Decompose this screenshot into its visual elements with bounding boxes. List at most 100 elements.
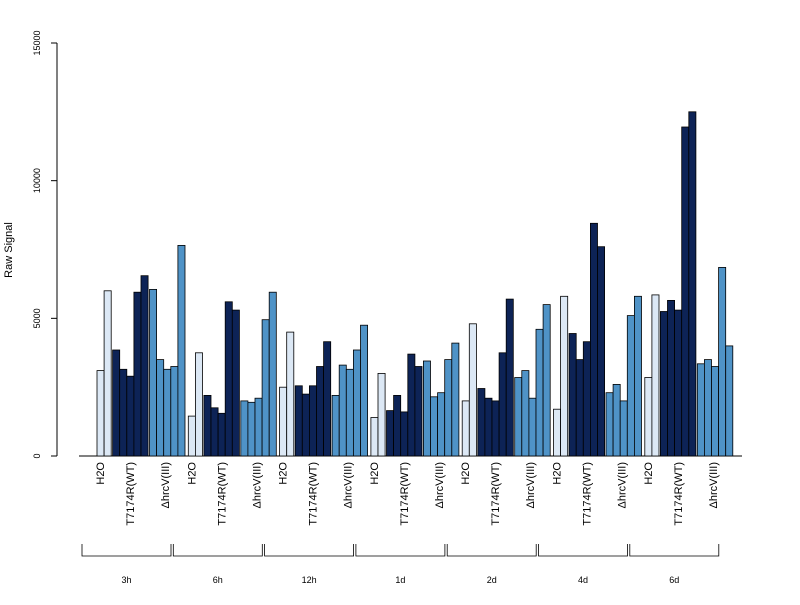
time-label: 1d [395, 575, 405, 585]
x-group-label: ΔhrcV(III) [343, 462, 355, 508]
bar-1d-hrcv-2 [430, 396, 438, 457]
x-group-label: T7174R(WT) [490, 462, 502, 526]
bar-2d-wt-2 [484, 397, 493, 457]
time-cluster-6d [644, 111, 734, 457]
bar-4d-hrcv-2 [612, 383, 621, 457]
bar-3h-wt-3 [126, 375, 135, 457]
bar-6h-h2o-1 [187, 415, 196, 457]
bar-6d-hrcv-3 [711, 366, 719, 457]
x-group-label: H2O [552, 462, 564, 485]
time-bracket [446, 544, 537, 557]
time-label: 6h [213, 575, 223, 585]
time-bracket [172, 544, 263, 557]
bar-2d-h2o-2 [468, 323, 477, 457]
bar-6d-wt-2 [667, 299, 675, 457]
bar-6h-hrcv-4 [261, 319, 270, 457]
bar-1d-wt-4 [407, 353, 416, 457]
bar-4d-wt-4 [590, 222, 598, 457]
bar-1d-wt-2 [393, 394, 402, 457]
time-cluster-6h [187, 291, 277, 457]
bar-2d-hrcv-2 [521, 370, 530, 457]
bar-4d-hrcv-4 [626, 315, 635, 457]
bar-12h-hrcv-5 [360, 324, 368, 457]
x-group-label: H2O [369, 462, 381, 485]
bar-6d-h2o-2 [651, 294, 660, 457]
bar-3h-h2o-2 [103, 290, 112, 457]
bar-6h-wt-5 [231, 309, 240, 457]
time-label: 4d [578, 575, 588, 585]
bar-2d-hrcv-4 [535, 328, 544, 457]
time-label: 3h [121, 575, 131, 585]
bar-3h-wt-4 [133, 291, 142, 457]
time-cluster-12h [279, 324, 368, 457]
bar-12h-h2o-2 [286, 331, 295, 457]
bar-6d-hrcv-5 [725, 345, 734, 457]
bar-12h-wt-3 [308, 385, 317, 457]
bar-layer [96, 111, 734, 457]
bar-6d-hrcv-1 [696, 363, 705, 457]
time-label: 6d [669, 575, 679, 585]
x-group-label: ΔhrcV(III) [434, 462, 446, 508]
y-tick-label: 15000 [32, 30, 42, 55]
x-group-label: ΔhrcV(III) [160, 462, 172, 508]
time-bracket [629, 544, 720, 557]
time-bracket [355, 544, 446, 557]
y-axis-label: Raw Signal [3, 222, 15, 278]
bar-6h-hrcv-2 [247, 401, 256, 457]
bar-6h-h2o-2 [194, 352, 203, 457]
bar-2d-wt-5 [505, 298, 514, 457]
bar-6h-hrcv-1 [240, 400, 249, 457]
x-group-label: ΔhrcV(III) [617, 462, 629, 508]
bar-6h-wt-4 [224, 301, 233, 457]
time-cluster-1d [370, 342, 460, 457]
bar-3h-h2o-1 [96, 370, 105, 457]
x-group-label: H2O [643, 462, 655, 485]
bar-12h-hrcv-4 [352, 349, 361, 457]
bar-3h-hrcv-4 [170, 366, 179, 457]
bar-12h-wt-2 [301, 393, 310, 457]
bar-3h-hrcv-3 [163, 368, 172, 457]
bar-2d-wt-1 [477, 388, 486, 457]
x-group-label: H2O [95, 462, 107, 485]
bar-12h-wt-4 [316, 366, 324, 457]
bar-6d-hrcv-2 [704, 359, 712, 457]
bar-2d-hrcv-1 [514, 377, 523, 457]
bar-4d-h2o-2 [560, 295, 569, 457]
bar-3h-wt-1 [112, 349, 121, 457]
x-group-label: ΔhrcV(III) [525, 462, 537, 508]
bar-1d-hrcv-1 [422, 360, 431, 457]
bar-6h-wt-3 [217, 412, 226, 457]
x-group-label: T7174R(WT) [125, 462, 137, 526]
time-bracket [264, 544, 354, 557]
bar-2d-wt-3 [491, 400, 500, 457]
bar-6d-wt-5 [688, 111, 697, 457]
bar-1d-wt-1 [386, 410, 394, 457]
bar-1d-wt-3 [400, 411, 409, 457]
bar-1d-hrcv-5 [451, 342, 460, 457]
bar-12h-wt-1 [294, 385, 303, 457]
bar-2d-hrcv-5 [542, 304, 551, 457]
bar-12h-h2o-1 [279, 386, 288, 457]
x-group-label: T7174R(WT) [216, 462, 228, 526]
bar-12h-wt-5 [323, 341, 332, 457]
x-group-label: H2O [278, 462, 290, 485]
bar-1d-h2o-2 [377, 372, 386, 457]
time-bracket [538, 544, 628, 557]
bar-4d-wt-2 [575, 359, 584, 457]
x-group-label: T7174R(WT) [308, 462, 320, 526]
bar-1d-h2o-1 [370, 417, 379, 457]
bar-3h-hrcv-2 [156, 359, 165, 457]
x-group-label: ΔhrcV(III) [708, 462, 720, 508]
bar-1d-wt-5 [414, 366, 423, 457]
bar-4d-hrcv-1 [605, 392, 614, 457]
bar-2d-hrcv-3 [528, 397, 537, 457]
y-tick-label: 0 [32, 453, 42, 458]
bar-6d-wt-3 [674, 309, 683, 457]
bar-4d-wt-1 [568, 333, 577, 457]
bar-2d-h2o-1 [461, 400, 470, 457]
bar-6h-hrcv-3 [254, 397, 263, 457]
x-group-label: T7174R(WT) [582, 462, 594, 526]
bar-6d-wt-4 [681, 126, 690, 457]
y-tick-label: 5000 [32, 308, 42, 328]
